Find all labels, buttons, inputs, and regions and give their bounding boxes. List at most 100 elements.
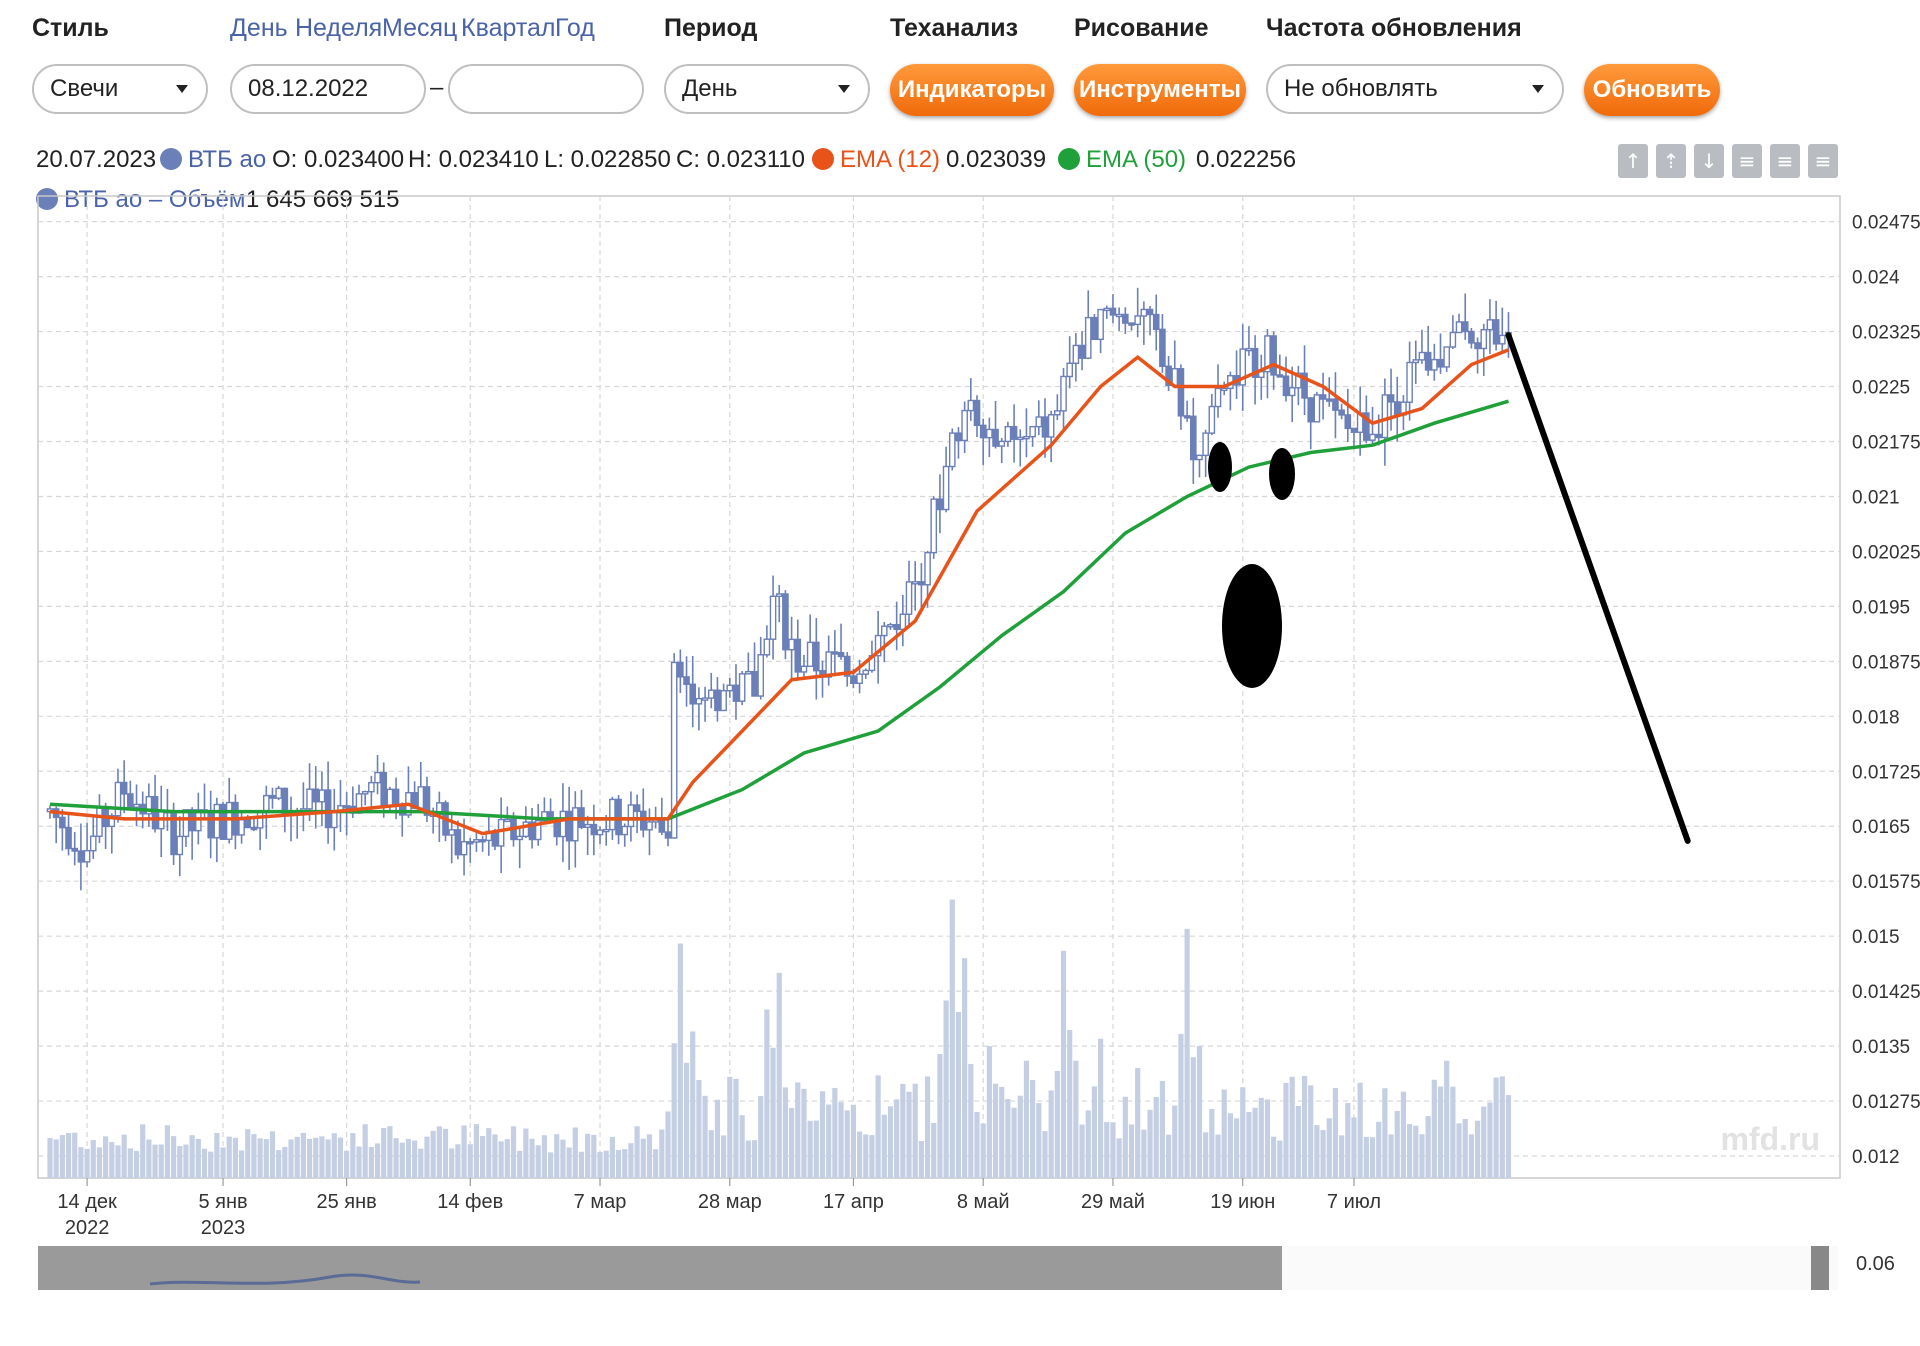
candle-body — [1091, 316, 1098, 341]
period-link-month[interactable]: Месяц — [382, 14, 458, 42]
candle-body — [1437, 358, 1444, 368]
period-link-quarter[interactable]: Квартал — [461, 14, 556, 42]
volume-bar — [306, 1138, 313, 1178]
candle-body — [874, 634, 882, 657]
candle-body — [1424, 351, 1432, 371]
candle-body — [658, 818, 666, 833]
volume-bar — [894, 1099, 900, 1178]
candle-body — [813, 641, 820, 672]
volume-bar — [585, 1133, 591, 1178]
candle-body — [751, 671, 758, 697]
candle-body — [1288, 387, 1296, 397]
volume-bar — [1493, 1077, 1499, 1178]
volume-bar — [115, 1145, 121, 1178]
candle-body — [1486, 319, 1494, 331]
candle-body — [1332, 398, 1339, 411]
candle-body — [887, 624, 894, 628]
y-tick-label: 0.024 — [1852, 268, 1900, 289]
candle-body — [714, 689, 721, 712]
volume-bar — [72, 1132, 78, 1178]
candle-body — [1097, 308, 1104, 341]
candle-body — [1115, 313, 1123, 318]
volume-bar — [1036, 1103, 1042, 1178]
volume-bar — [1209, 1108, 1215, 1178]
candle-body — [127, 793, 134, 808]
volume-bar — [201, 1148, 208, 1178]
candle-body — [1301, 372, 1308, 399]
candle-body — [732, 684, 740, 702]
candle-body — [1461, 321, 1469, 333]
candle-body — [1295, 372, 1302, 389]
volume-bar — [84, 1148, 90, 1178]
candle-body — [250, 826, 258, 831]
volume-bar — [1505, 1095, 1512, 1178]
date-to-field[interactable] — [448, 64, 644, 114]
candle-body — [590, 823, 598, 836]
lines-icon[interactable]: ≡ — [1808, 144, 1838, 178]
candle-body — [1010, 425, 1018, 440]
drawn-mark — [1208, 442, 1232, 492]
date-from-field[interactable]: 08.12.2022 — [230, 64, 426, 114]
volume-bar — [424, 1136, 430, 1178]
volume-bar — [387, 1126, 393, 1178]
volume-bar — [418, 1148, 424, 1178]
volume-bar — [263, 1139, 269, 1178]
candle-body — [782, 593, 789, 651]
arrow-up-bar-icon[interactable]: ⇡ — [1656, 144, 1686, 178]
volume-bar — [918, 1141, 924, 1178]
candle-body — [454, 829, 462, 856]
volume-bar — [177, 1146, 183, 1178]
style-select[interactable]: Свечи — [32, 64, 208, 114]
volume-bar — [1481, 1106, 1487, 1178]
arrow-up-icon[interactable]: ↑ — [1618, 144, 1648, 178]
tools-button[interactable]: Инструменты — [1074, 64, 1246, 116]
candle-body — [998, 440, 1006, 447]
period-link-week[interactable]: Неделя — [295, 14, 383, 42]
volume-bar — [1203, 1132, 1209, 1178]
volume-bar — [405, 1138, 412, 1178]
volume-bar — [560, 1139, 566, 1178]
drawn-mark — [1222, 564, 1282, 688]
update-button[interactable]: Обновить — [1584, 64, 1720, 116]
volume-bar — [1264, 1099, 1271, 1178]
candle-body — [1103, 307, 1111, 312]
volume-bar — [992, 1083, 999, 1178]
lines-icon[interactable]: ≡ — [1732, 144, 1762, 178]
candle-body — [77, 850, 85, 863]
volume-bar — [1345, 1103, 1351, 1178]
volume-bar — [171, 1136, 177, 1178]
volume-bar — [140, 1124, 146, 1178]
volume-bar — [776, 972, 782, 1178]
volume-bar — [665, 1111, 671, 1178]
candle-body — [361, 791, 369, 795]
indicators-button[interactable]: Индикаторы — [890, 64, 1054, 116]
volume-bar — [1233, 1118, 1240, 1178]
period-link-year[interactable]: Год — [555, 14, 595, 42]
period-link-day[interactable]: День — [230, 14, 288, 42]
volume-label: ВТБ ао – Объём — [64, 186, 246, 213]
candle-body — [1066, 362, 1073, 378]
volume-bar — [1153, 1096, 1159, 1178]
candle-body — [899, 613, 907, 631]
candle-body — [689, 683, 697, 705]
period-select[interactable]: День — [664, 64, 870, 114]
candle-body — [1152, 313, 1160, 331]
volume-bar — [764, 1009, 770, 1178]
candle-body — [368, 781, 375, 793]
volume-bar — [245, 1129, 251, 1178]
candle-body — [534, 819, 542, 841]
candle-body — [244, 819, 252, 829]
candle-body — [1041, 416, 1049, 438]
volume-bar — [133, 1150, 140, 1178]
volume-bar — [1104, 1122, 1110, 1178]
refresh-select[interactable]: Не обновлять — [1266, 64, 1564, 114]
candle-body — [541, 811, 548, 822]
lines-icon[interactable]: ≡ — [1770, 144, 1800, 178]
download-icon[interactable]: ↓ — [1694, 144, 1724, 178]
volume-bar — [313, 1137, 319, 1178]
candle-body — [1220, 387, 1228, 392]
navigator-line — [149, 1273, 421, 1286]
volume-bar — [1499, 1076, 1505, 1178]
volume-bar — [294, 1136, 300, 1178]
